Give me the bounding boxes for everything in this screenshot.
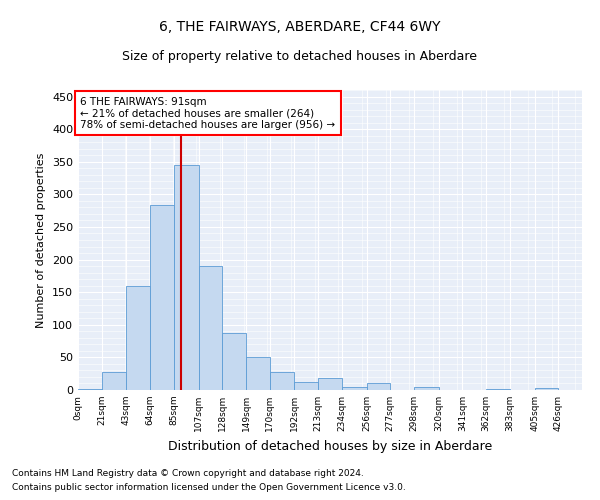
X-axis label: Distribution of detached houses by size in Aberdare: Distribution of detached houses by size … [168, 440, 492, 452]
Text: Contains HM Land Registry data © Crown copyright and database right 2024.: Contains HM Land Registry data © Crown c… [12, 468, 364, 477]
Bar [535, 388, 559, 390]
Bar [101, 372, 127, 390]
Bar [295, 382, 318, 390]
Bar [174, 165, 199, 390]
Text: Size of property relative to detached houses in Aberdare: Size of property relative to detached ho… [122, 50, 478, 63]
Text: 6 THE FAIRWAYS: 91sqm
← 21% of detached houses are smaller (264)
78% of semi-det: 6 THE FAIRWAYS: 91sqm ← 21% of detached … [80, 96, 335, 130]
Bar [318, 378, 342, 390]
Bar [150, 206, 174, 390]
Y-axis label: Number of detached properties: Number of detached properties [37, 152, 46, 328]
Bar [342, 386, 367, 390]
Bar [78, 388, 101, 390]
Text: 6, THE FAIRWAYS, ABERDARE, CF44 6WY: 6, THE FAIRWAYS, ABERDARE, CF44 6WY [159, 20, 441, 34]
Bar [223, 332, 246, 390]
Bar [269, 372, 295, 390]
Bar [486, 388, 510, 390]
Bar [414, 386, 439, 390]
Bar [127, 286, 150, 390]
Bar [246, 358, 269, 390]
Bar [367, 384, 391, 390]
Bar [199, 266, 223, 390]
Text: Contains public sector information licensed under the Open Government Licence v3: Contains public sector information licen… [12, 484, 406, 492]
